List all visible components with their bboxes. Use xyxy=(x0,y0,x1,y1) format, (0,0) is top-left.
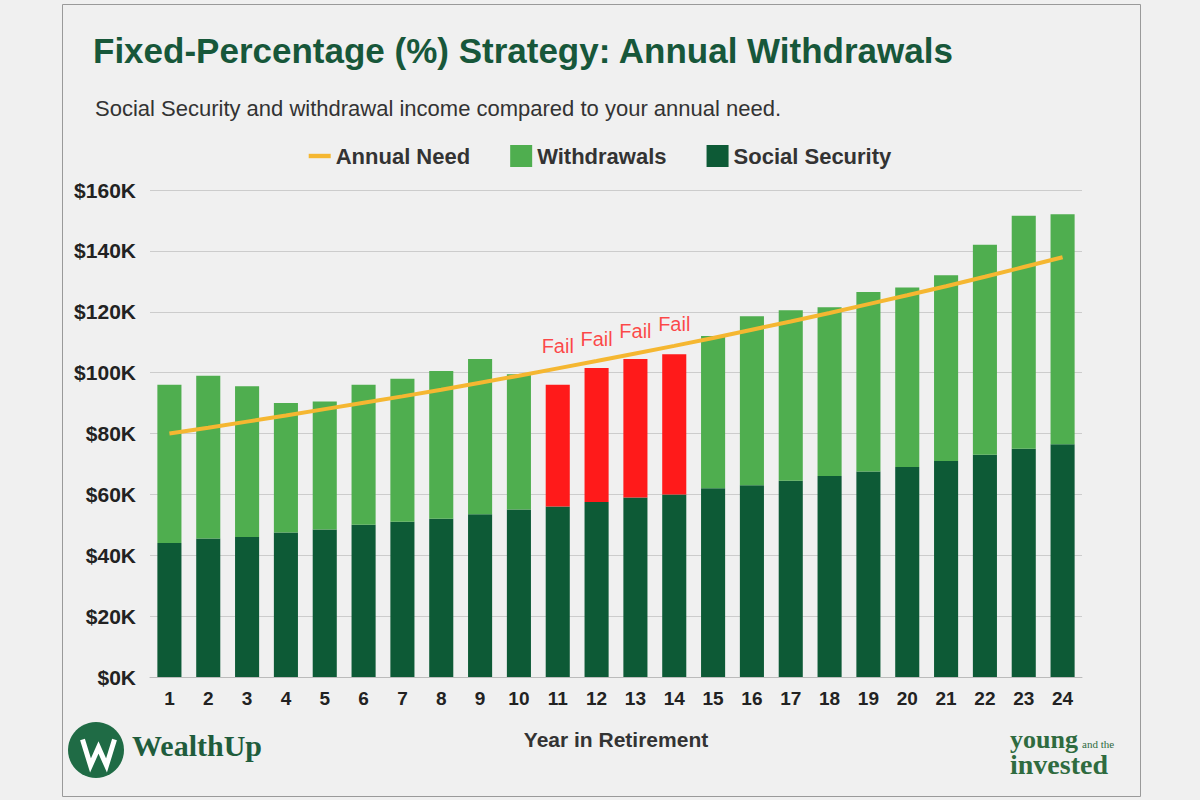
svg-text:$60K: $60K xyxy=(86,483,136,506)
svg-text:Fail: Fail xyxy=(580,328,612,350)
svg-text:23: 23 xyxy=(1013,688,1034,709)
svg-text:14: 14 xyxy=(664,688,686,709)
svg-text:$100K: $100K xyxy=(74,361,136,384)
svg-text:10: 10 xyxy=(508,688,529,709)
svg-text:Fail: Fail xyxy=(542,335,574,357)
svg-text:8: 8 xyxy=(436,688,447,709)
svg-text:16: 16 xyxy=(741,688,762,709)
svg-text:Annual Need: Annual Need xyxy=(336,144,470,169)
svg-text:2: 2 xyxy=(203,688,214,709)
svg-text:7: 7 xyxy=(397,688,408,709)
svg-text:21: 21 xyxy=(936,688,958,709)
svg-text:young: young xyxy=(1010,724,1078,754)
svg-text:Social Security: Social Security xyxy=(734,144,893,169)
svg-text:$40K: $40K xyxy=(86,544,136,567)
svg-text:6: 6 xyxy=(358,688,369,709)
svg-text:$80K: $80K xyxy=(86,422,136,445)
svg-text:Withdrawals: Withdrawals xyxy=(537,144,666,169)
svg-text:4: 4 xyxy=(281,688,292,709)
svg-text:9: 9 xyxy=(475,688,486,709)
svg-text:$120K: $120K xyxy=(74,300,136,323)
svg-text:13: 13 xyxy=(625,688,646,709)
svg-text:19: 19 xyxy=(858,688,879,709)
svg-text:invested: invested xyxy=(1010,749,1108,780)
svg-text:$160K: $160K xyxy=(74,179,136,202)
svg-text:5: 5 xyxy=(319,688,330,709)
svg-text:11: 11 xyxy=(548,688,569,709)
svg-text:$20K: $20K xyxy=(86,605,136,628)
svg-text:15: 15 xyxy=(703,688,725,709)
svg-text:and the: and the xyxy=(1082,737,1115,750)
svg-text:Social Security and withdrawal: Social Security and withdrawal income co… xyxy=(95,96,781,121)
svg-text:Fixed-Percentage (%) Strategy:: Fixed-Percentage (%) Strategy: Annual Wi… xyxy=(93,31,953,70)
svg-text:20: 20 xyxy=(897,688,918,709)
svg-text:$140K: $140K xyxy=(74,239,136,262)
svg-text:Fail: Fail xyxy=(619,320,651,342)
svg-text:1: 1 xyxy=(164,688,175,709)
svg-text:$0K: $0K xyxy=(97,666,136,689)
svg-text:WealthUp: WealthUp xyxy=(132,729,262,762)
svg-text:18: 18 xyxy=(819,688,840,709)
svg-text:12: 12 xyxy=(586,688,607,709)
svg-text:24: 24 xyxy=(1052,688,1074,709)
svg-text:Fail: Fail xyxy=(658,313,690,335)
svg-text:17: 17 xyxy=(780,688,801,709)
svg-text:22: 22 xyxy=(974,688,995,709)
svg-text:3: 3 xyxy=(242,688,253,709)
svg-text:Year in Retirement: Year in Retirement xyxy=(524,728,708,751)
